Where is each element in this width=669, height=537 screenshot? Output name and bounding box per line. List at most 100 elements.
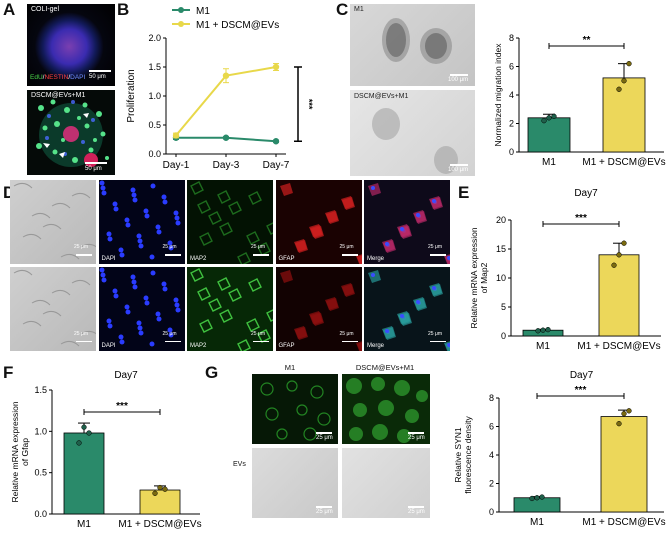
panel-c-top-micrograph: M1 100 μm	[350, 4, 475, 86]
data-point	[616, 252, 622, 258]
stain-label: Merge	[367, 256, 385, 262]
y-tick-label: 6	[509, 62, 514, 72]
data-point	[272, 138, 280, 145]
scale-text: 25 μm	[74, 330, 88, 337]
y-axis-label: fluorescence density	[463, 416, 473, 494]
data-point	[76, 440, 82, 446]
scale-bar	[430, 254, 446, 256]
scale-text: 25 μm	[316, 509, 333, 515]
cell-graphic	[279, 269, 362, 351]
scale-bar	[316, 432, 332, 434]
neuron-graphic	[260, 380, 331, 441]
y-tick-label: 5	[501, 302, 506, 312]
panel-d-tile-r1-c4: GFAP 25 μm	[275, 180, 362, 264]
scale-bar	[341, 254, 358, 256]
data-point	[551, 113, 557, 120]
x-tick-label: Day-1	[163, 160, 190, 171]
scale-text: 25 μm	[74, 244, 88, 250]
panel-g-m1-brightfield: 25 μm	[252, 448, 338, 518]
panel-a-top-micrograph: COLI-gel EdU/NESTIN/DAPI 50 μm	[27, 4, 115, 86]
data-point	[621, 411, 627, 417]
cell-graphic	[99, 267, 180, 346]
significance-label: ***	[575, 213, 587, 224]
y-tick-label: 2.0	[148, 33, 161, 43]
scale-text: 50 μm	[85, 166, 102, 172]
stain-label: GFAP	[278, 342, 295, 349]
scale-bar	[164, 340, 181, 342]
significance-label: **	[583, 35, 591, 46]
x-tick-label: M1 + DSCM@EVs	[118, 519, 201, 530]
y-axis-label: Relative SYN1	[453, 427, 463, 483]
y-tick-label: 20	[496, 215, 506, 225]
panel-g-row2-label: EVs	[233, 461, 246, 468]
chart-g-syn1: Day7 0 2 4 6 8 Relative SYN1 fluorescence densi…	[453, 370, 666, 528]
data-point	[535, 328, 541, 334]
panel-letter-c: C	[336, 0, 349, 19]
y-tick-label: 6	[489, 422, 494, 432]
panel-d-tile-r1-c5: Merge 25 μm	[364, 180, 450, 264]
spheroid-graphic	[372, 108, 458, 174]
panel-c-bottom-micrograph: DSCM@EVs+M1 100 μm	[350, 90, 475, 176]
y-axis-label: Proliferation	[126, 69, 137, 122]
scale-bar	[253, 340, 269, 342]
y-tick-label: 0.0	[34, 509, 47, 519]
data-point	[81, 424, 87, 430]
legend-label: M1	[196, 6, 210, 17]
y-tick-label: 0.0	[148, 149, 161, 159]
scale-bar	[408, 506, 424, 508]
x-tick-label: Day-7	[263, 160, 290, 171]
data-point	[616, 86, 622, 92]
y-tick-label: 0	[489, 507, 494, 517]
x-tick-label: Day-3	[213, 160, 240, 171]
panel-d-tile-r2-c3: MAP2 25 μm	[187, 266, 273, 351]
y-tick-label: 8	[489, 393, 494, 403]
panel-d-tile-r2-c5: Merge 25 μm	[364, 266, 450, 351]
neuron-graphic	[346, 377, 428, 443]
panel-letter-e: E	[458, 183, 470, 202]
data-point	[152, 490, 158, 496]
x-tick-label: M1	[530, 517, 544, 528]
panel-letter-a: A	[3, 0, 16, 19]
scale-bar	[253, 254, 269, 256]
cell-graphic	[13, 269, 96, 346]
stain-sep: /	[42, 74, 45, 81]
data-point	[86, 430, 92, 436]
legend-marker	[178, 7, 184, 13]
panel-d-tile-r2-c4: GFAP 25 μm	[275, 266, 362, 351]
scale-bar	[164, 254, 181, 256]
y-tick-label: 2	[509, 119, 514, 129]
stain-label: MAP2	[190, 342, 207, 349]
stain-legend: EdU/NESTIN/DAPI	[30, 74, 85, 81]
data-point	[621, 78, 627, 84]
cell-cluster-graphic	[36, 99, 109, 167]
panel-d-tile-r1-c1: 25 μm	[10, 180, 96, 264]
data-point	[616, 421, 622, 427]
scale-bar	[76, 340, 92, 342]
data-point	[626, 408, 632, 414]
data-point	[611, 262, 617, 268]
y-tick-label: 4	[489, 450, 494, 460]
y-tick-label: 1.5	[148, 62, 161, 72]
panel-letter-f: F	[3, 363, 14, 382]
cell-graphic	[190, 267, 273, 351]
scale-text: 25 μm	[316, 435, 333, 441]
chart-f-gfap: Day7 0.0 0.5 1.0 1.5 Relative mRNA expression…	[10, 370, 202, 530]
panel-g-col1-header: M1	[284, 363, 296, 372]
bar-m1	[63, 432, 105, 515]
scale-bar	[341, 340, 358, 342]
scale-text: 100 μm	[448, 167, 469, 173]
significance-label: ***	[575, 385, 587, 396]
panel-d-image-grid: 25 μm DAPI 25 μm MAP2 25 μm GFAP 25 μm Merge 25 …	[10, 180, 452, 356]
y-tick-label: 4	[509, 90, 514, 100]
y-axis-label: Normalized migration index	[493, 43, 503, 147]
scale-bar	[408, 432, 424, 434]
data-point	[157, 484, 163, 491]
scale-bar	[89, 70, 111, 72]
cell-graphic	[13, 182, 96, 260]
stain-label: DAPI	[101, 342, 116, 349]
panel-c-bottom-label: DSCM@EVs+M1	[354, 93, 409, 100]
scale-bar	[450, 74, 468, 76]
bar-m1-dscm	[600, 416, 648, 513]
panel-g-m1-fluorescence: 25 μm	[252, 374, 338, 444]
stain-label: DAPI	[101, 256, 116, 262]
